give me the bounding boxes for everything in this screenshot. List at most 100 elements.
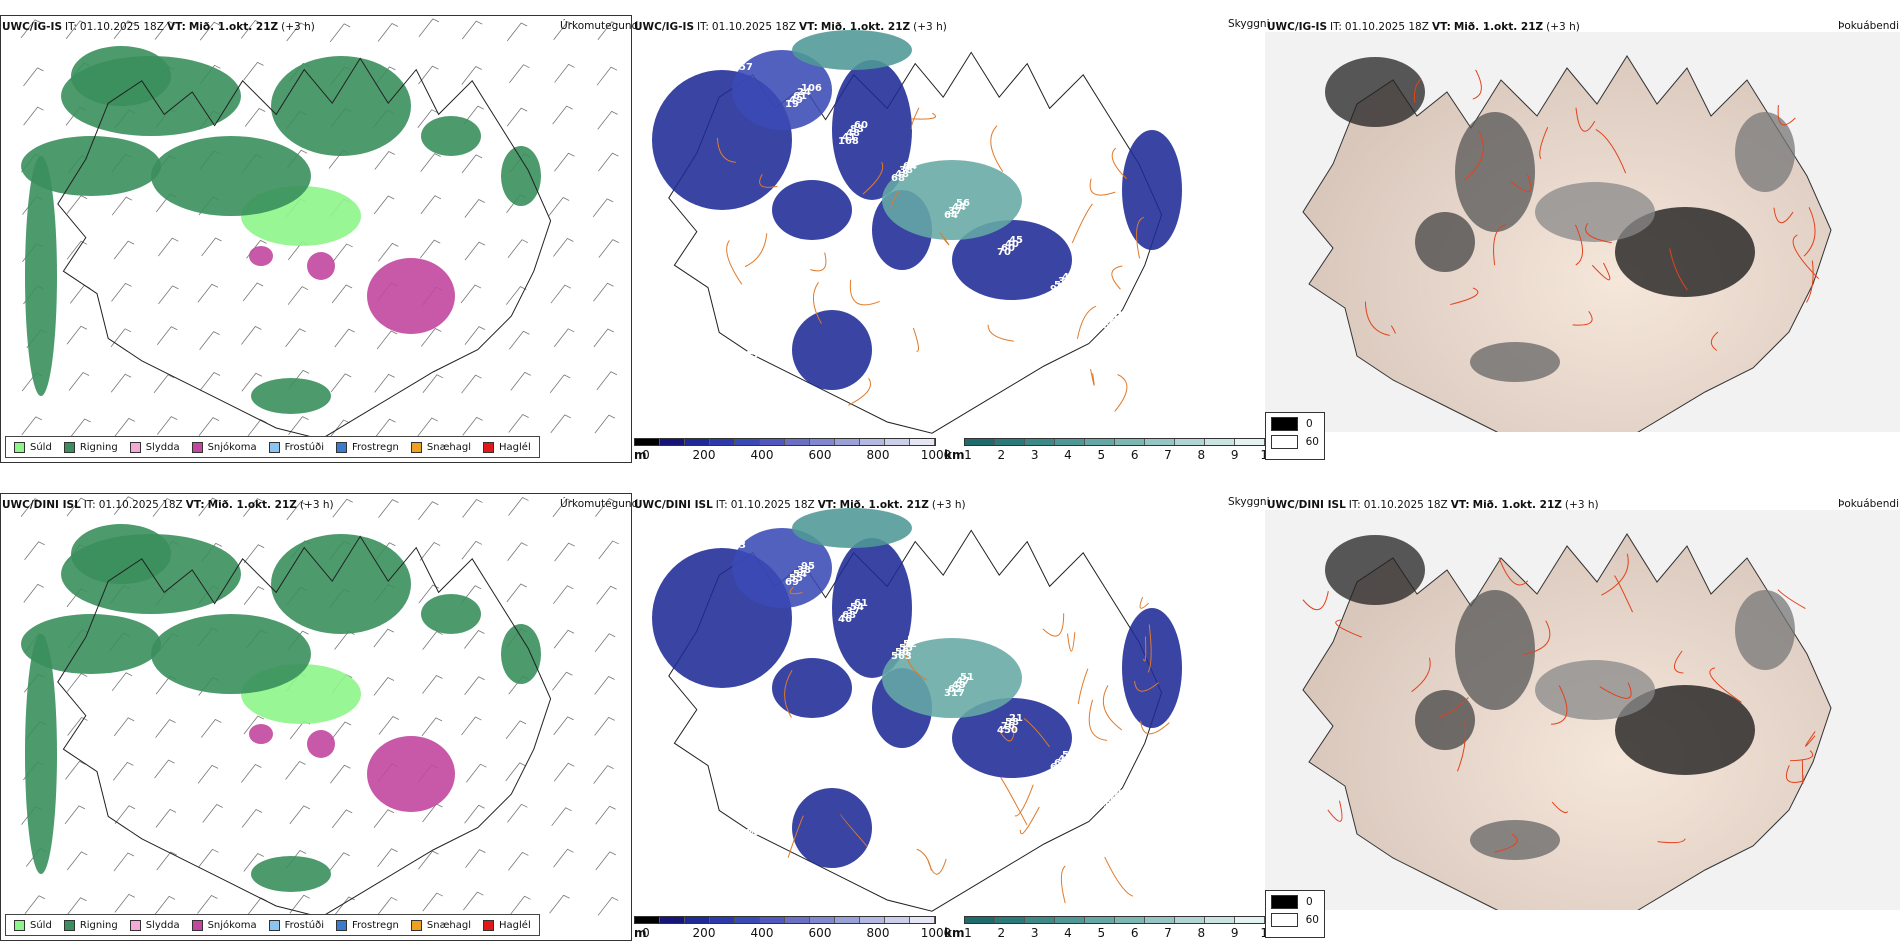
precip-legend: Súld Rigning Slydda Snjókoma Frostúði Frostre… xyxy=(5,436,540,458)
step-label: (+3 h) xyxy=(1546,21,1580,33)
colorbar-tick: 0 xyxy=(642,448,650,462)
road-line xyxy=(1104,856,1134,897)
precip-area xyxy=(307,730,335,758)
fog-panel xyxy=(1265,32,1900,432)
wind-barb xyxy=(378,499,399,518)
legend-item: Rigning xyxy=(63,441,118,453)
wind-barb xyxy=(113,717,135,737)
road-line xyxy=(1302,591,1329,611)
wind-barb xyxy=(554,152,575,172)
it-label: IT: xyxy=(715,499,728,511)
colorbar-tick: 8 xyxy=(1197,448,1206,462)
wind-barb xyxy=(332,243,353,263)
visibility-value-label: 56 xyxy=(895,647,909,658)
legend-label: Haglél xyxy=(499,441,531,453)
wind-barb xyxy=(505,762,526,782)
visibility-value-label: 60 xyxy=(1001,243,1015,254)
wind-barb xyxy=(550,414,571,434)
wind-barb xyxy=(461,716,482,736)
visibility-value-label: 46 xyxy=(838,614,852,625)
wind-barb xyxy=(596,371,618,390)
wind-barb xyxy=(548,196,570,216)
fog-area xyxy=(1470,342,1560,382)
road-line xyxy=(1089,178,1116,196)
colorbar-cell xyxy=(760,917,785,923)
visibility-value-label: 69 xyxy=(1103,321,1117,332)
model-name: UWC/DINI ISL xyxy=(1267,499,1346,511)
visibility-value-label: 48 xyxy=(846,128,860,139)
wind-barb xyxy=(595,851,617,871)
legend-label: Rigning xyxy=(79,919,118,931)
wind-barb xyxy=(21,416,42,436)
legend-swatch xyxy=(268,919,280,931)
legend-item: Frostregn xyxy=(336,919,399,931)
legend-label: Snjókoma xyxy=(207,441,257,453)
visibility-value-label: 56 xyxy=(956,198,970,209)
vt-label: VT: xyxy=(817,499,837,511)
road-line xyxy=(1510,174,1532,192)
fog-area xyxy=(1735,590,1795,670)
visibility-area xyxy=(952,698,1072,778)
wind-barb xyxy=(506,286,527,305)
colorbar-cell xyxy=(735,917,760,923)
wind-barb xyxy=(549,894,570,914)
colorbar-tick: 800 xyxy=(866,448,890,462)
colorbar-tick: 400 xyxy=(750,926,774,940)
visibility-value-label: 64 xyxy=(1050,762,1064,773)
colorbar-tick: 7 xyxy=(1164,448,1172,462)
legend-swatch xyxy=(410,919,422,931)
wind-barb xyxy=(460,284,482,304)
visibility-value-label: 68 xyxy=(891,173,905,184)
it-label: IT: xyxy=(1348,499,1361,511)
wind-barb xyxy=(597,21,619,40)
road-line xyxy=(848,377,871,406)
road-line xyxy=(1140,720,1170,735)
wind-barb xyxy=(553,328,575,348)
visibility-area xyxy=(952,220,1072,300)
road-line xyxy=(1090,368,1095,386)
wind-barb xyxy=(419,542,441,561)
wind-barb xyxy=(420,153,441,172)
legend-label: Frostregn xyxy=(352,919,399,931)
wind-barb xyxy=(288,416,309,435)
model-name: UWC/IG-IS xyxy=(634,21,695,33)
visibility-value-label: 49 xyxy=(952,680,966,691)
coastline xyxy=(1302,533,1832,910)
road-line xyxy=(1551,685,1568,725)
wind-barb xyxy=(422,631,443,650)
it-label: IT: xyxy=(65,21,77,33)
fog-legend-swatch xyxy=(1271,435,1298,449)
road-line xyxy=(1805,731,1816,747)
wind-barb xyxy=(240,19,262,39)
wind-barb xyxy=(329,419,350,439)
visibility-area xyxy=(1122,130,1182,250)
wind-barb xyxy=(373,677,395,696)
precip-area xyxy=(249,246,273,266)
vis-unit: km xyxy=(944,448,965,462)
fog-map xyxy=(1265,510,1900,910)
visibility-value-label: 44 xyxy=(952,202,966,213)
road-line xyxy=(1777,589,1806,609)
visibility-area xyxy=(882,160,1022,240)
legend-swatch xyxy=(483,441,495,453)
wind-barb xyxy=(152,498,174,517)
road-line xyxy=(726,240,743,285)
wind-barb xyxy=(285,328,306,347)
cloudbase-unit: m xyxy=(634,448,647,462)
wind-barb xyxy=(65,760,86,780)
wind-barb xyxy=(20,19,42,39)
road-line xyxy=(1114,374,1128,412)
road-line xyxy=(1777,105,1796,126)
visibility-panel: 63 69 46 563 317 450 64 146 90 55 68 56 62 76 65 44 42 54… xyxy=(632,508,1232,918)
road-line xyxy=(1585,222,1612,244)
colorbar-tick: 2 xyxy=(997,448,1006,462)
road-line xyxy=(1614,575,1634,613)
precip-map xyxy=(20,496,619,918)
colorbar-cell xyxy=(1145,917,1175,923)
wind-barb xyxy=(114,893,136,913)
legend-item: Haglél xyxy=(483,919,531,931)
precip-area xyxy=(151,136,311,216)
legend-item: Slydda xyxy=(129,441,180,453)
wind-barb xyxy=(330,373,352,393)
colorbar-tick: 1 xyxy=(964,448,972,462)
